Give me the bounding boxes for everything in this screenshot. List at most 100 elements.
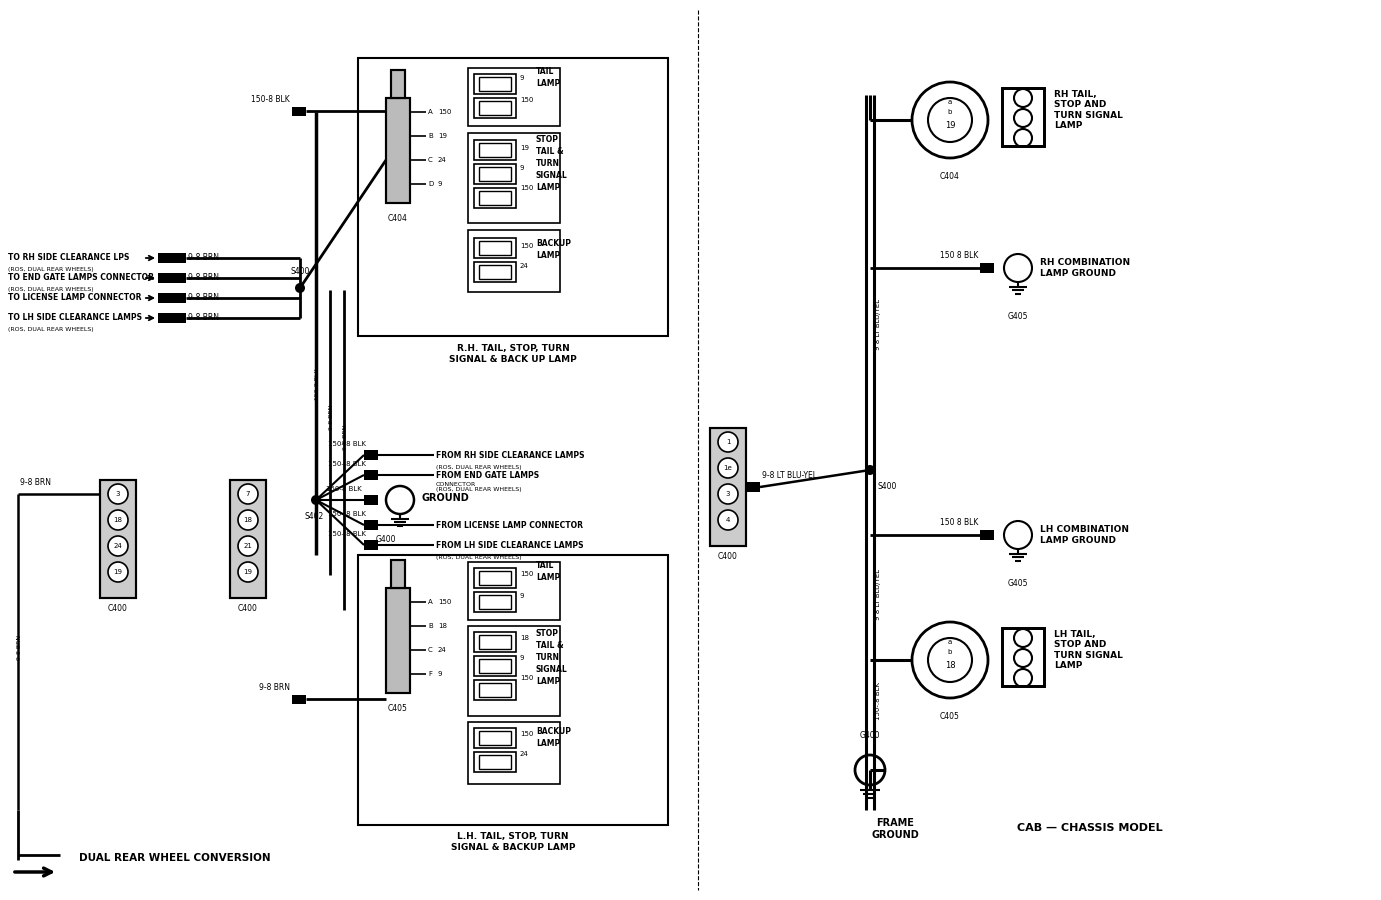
Text: 9-8 BRN: 9-8 BRN [330,405,334,430]
Bar [474,752,516,772]
Text: 150-8 BLK: 150-8 BLK [315,368,320,400]
Bar [474,238,516,258]
Text: 9-8 BRN: 9-8 BRN [188,293,220,302]
Text: FROM LH SIDE CLEARANCE LAMPS: FROM LH SIDE CLEARANCE LAMPS [436,541,584,550]
Text: TAIL &: TAIL & [536,642,563,651]
Text: 150 8 BLK: 150 8 BLK [939,251,978,260]
Text: LAMP: LAMP [536,251,561,260]
Bar [479,167,511,181]
Bar [479,659,511,673]
Bar [391,70,405,98]
Text: R.H. TAIL, STOP, TURN: R.H. TAIL, STOP, TURN [457,344,569,353]
Circle shape [108,536,128,556]
Text: 9: 9 [521,593,525,599]
Bar [479,191,511,205]
Bar [479,77,511,91]
Bar [157,253,186,263]
Text: A: A [428,109,432,115]
Bar [479,731,511,745]
Text: 150: 150 [521,185,533,191]
Text: LH TAIL,
STOP AND
TURN SIGNAL
LAMP: LH TAIL, STOP AND TURN SIGNAL LAMP [1054,630,1123,670]
Text: 19: 19 [113,569,123,575]
Bar [474,262,516,282]
Text: TAIL: TAIL [536,68,554,76]
Text: 9: 9 [521,75,525,81]
Text: 9-8 BRN: 9-8 BRN [260,683,290,692]
Text: 18: 18 [521,635,529,641]
Bar [468,722,561,784]
Circle shape [718,484,737,504]
Text: 9 8 LT BLU/YEL: 9 8 LT BLU/YEL [876,299,881,350]
Text: 9-8 BRN: 9-8 BRN [188,254,220,263]
Text: (ROS, DUAL REAR WHEELS): (ROS, DUAL REAR WHEELS) [436,464,522,470]
Text: LAMP: LAMP [536,678,561,687]
Bar [474,188,516,208]
Text: 7: 7 [246,491,250,497]
Bar [981,263,994,273]
Text: 150-.8 BLK: 150-.8 BLK [329,511,366,517]
Text: TAIL &: TAIL & [536,148,563,157]
Text: SIGNAL & BACKUP LAMP: SIGNAL & BACKUP LAMP [450,843,576,852]
Circle shape [238,510,258,530]
Text: 19: 19 [945,121,956,130]
Text: 9-8 BRN: 9-8 BRN [188,313,220,322]
Text: 4: 4 [726,517,731,523]
Text: 18: 18 [113,517,123,523]
Text: 9: 9 [521,165,525,171]
Bar [474,592,516,612]
Text: 9-8 BRN: 9-8 BRN [19,478,51,487]
Circle shape [238,484,258,504]
Text: FRAME
GROUND: FRAME GROUND [871,818,918,840]
Text: LAMP: LAMP [536,573,561,582]
Text: 150: 150 [521,571,533,577]
Bar [231,480,267,598]
Text: FROM END GATE LAMPS: FROM END GATE LAMPS [436,471,539,480]
Text: TO LH SIDE CLEARANCE LAMPS: TO LH SIDE CLEARANCE LAMPS [8,313,142,322]
Bar [365,470,378,480]
Text: 24: 24 [521,263,529,269]
Text: (ROS, DUAL REAR WHEELS): (ROS, DUAL REAR WHEELS) [8,327,94,331]
Text: 150 8 BLK: 150 8 BLK [939,518,978,527]
Text: 19: 19 [243,569,253,575]
Circle shape [238,562,258,582]
Text: 9: 9 [438,181,442,187]
Text: FROM RH SIDE CLEARANCE LAMPS: FROM RH SIDE CLEARANCE LAMPS [436,451,584,460]
Circle shape [108,484,128,504]
Circle shape [108,510,128,530]
Text: S400: S400 [290,267,309,276]
Circle shape [311,495,320,505]
Text: 18: 18 [243,517,253,523]
Text: 150: 150 [438,109,452,115]
Text: S402: S402 [304,512,323,521]
Text: C: C [428,157,432,163]
Text: 24: 24 [521,751,529,757]
Bar [157,273,186,283]
Text: FROM LICENSE LAMP CONNECTOR: FROM LICENSE LAMP CONNECTOR [436,520,583,529]
Text: 19: 19 [521,145,529,151]
Text: 150: 150 [438,599,452,605]
Text: 9: 9 [521,655,525,661]
Bar [479,755,511,769]
Text: 3: 3 [726,491,731,497]
Bar [365,450,378,460]
Bar [479,101,511,115]
Text: (ROS, DUAL REAR WHEELS): (ROS, DUAL REAR WHEELS) [436,554,522,560]
Text: LAMP: LAMP [536,184,561,193]
Text: STOP: STOP [536,629,559,638]
Bar [479,595,511,609]
Bar [1003,88,1044,146]
Text: 150-8 BLK: 150-8 BLK [251,95,290,104]
Bar [1003,628,1044,686]
Bar [479,265,511,279]
Bar [468,230,561,292]
Text: F: F [428,671,432,677]
Text: TURN: TURN [536,653,561,662]
Text: 9-8 BRN: 9-8 BRN [344,425,348,450]
Bar [468,133,561,223]
Text: BACKUP: BACKUP [536,239,570,248]
Text: TAIL: TAIL [536,562,554,571]
Bar [474,98,516,118]
Bar [474,680,516,700]
Bar [387,98,410,203]
Text: 150-.8 BLK: 150-.8 BLK [329,441,366,447]
